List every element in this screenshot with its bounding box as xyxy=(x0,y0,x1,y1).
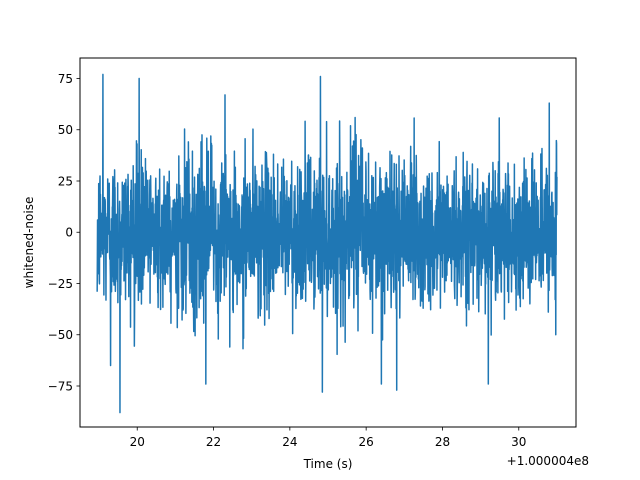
y-axis-label: whitened-noise xyxy=(22,197,36,289)
y-tick-label: 25 xyxy=(58,174,73,188)
x-tick-label: 20 xyxy=(130,435,145,449)
x-tick-label: 30 xyxy=(511,435,526,449)
x-axis-ticks: 20 22 24 26 28 30 xyxy=(130,427,526,449)
axes-frame xyxy=(79,57,577,428)
plot-area xyxy=(96,73,558,414)
x-axis-label: Time (s) xyxy=(303,457,353,471)
y-tick-label: 0 xyxy=(65,226,73,240)
x-tick-label: 24 xyxy=(282,435,297,449)
x-axis-offset-label: +1.000004e8 xyxy=(507,454,589,468)
y-tick-label: 50 xyxy=(58,123,73,137)
series-line-0 xyxy=(96,73,558,414)
y-tick-label: −50 xyxy=(48,328,73,342)
y-tick-label: −25 xyxy=(48,277,73,291)
y-tick-label: 75 xyxy=(58,72,73,86)
y-axis-ticks: −75 −50 −25 0 25 50 75 xyxy=(48,72,80,393)
x-tick-label: 26 xyxy=(359,435,374,449)
x-tick-label: 28 xyxy=(435,435,450,449)
y-tick-label: −75 xyxy=(48,379,73,393)
x-tick-label: 22 xyxy=(206,435,221,449)
